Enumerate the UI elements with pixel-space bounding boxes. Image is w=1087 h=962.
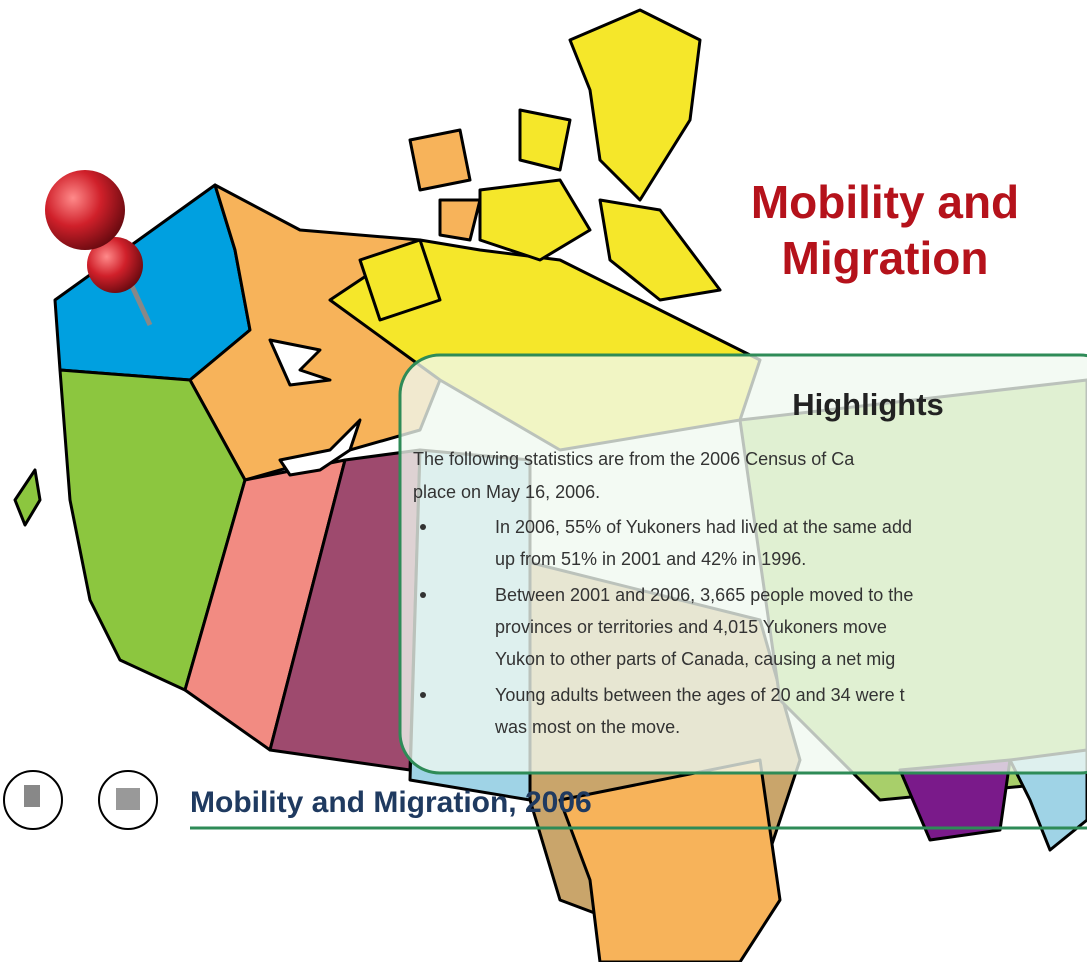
page-title: Mobility and <box>751 176 1019 228</box>
bullet-text: was most on the move. <box>494 717 680 737</box>
bullet <box>420 692 426 698</box>
island <box>570 10 700 200</box>
page-title: Migration <box>782 232 989 284</box>
island <box>480 180 590 260</box>
icon-box <box>116 788 140 810</box>
intro-text: place on May 16, 2006. <box>413 482 600 502</box>
footer-icons <box>4 771 157 829</box>
bullet-text: In 2006, 55% of Yukoners had lived at th… <box>495 517 912 537</box>
page-canvas: Mobility andMigration Highlights The follo… <box>0 0 1087 962</box>
bullet-text: up from 51% in 2001 and 42% in 1996. <box>495 549 806 569</box>
west-island <box>15 470 40 525</box>
pin-head <box>45 170 125 250</box>
bullet-text: Yukon to other parts of Canada, causing … <box>495 649 895 669</box>
bullet <box>420 524 426 530</box>
bullet-text: Between 2001 and 2006, 3,665 people move… <box>495 585 913 605</box>
island <box>520 110 570 170</box>
bullet-text: provinces or territories and 4,015 Yukon… <box>495 617 887 637</box>
highlights-heading: Highlights <box>792 387 944 422</box>
bullet-text: Young adults between the ages of 20 and … <box>495 685 905 705</box>
island <box>600 200 720 300</box>
intro-text: The following statistics are from the 20… <box>413 449 855 469</box>
page: Mobility andMigration Highlights The follo… <box>0 0 1087 962</box>
icon-figure <box>24 785 40 807</box>
island <box>410 130 470 190</box>
bullet <box>420 592 426 598</box>
island <box>440 200 480 240</box>
footer-title: Mobility and Migration, 2006 <box>190 786 592 819</box>
